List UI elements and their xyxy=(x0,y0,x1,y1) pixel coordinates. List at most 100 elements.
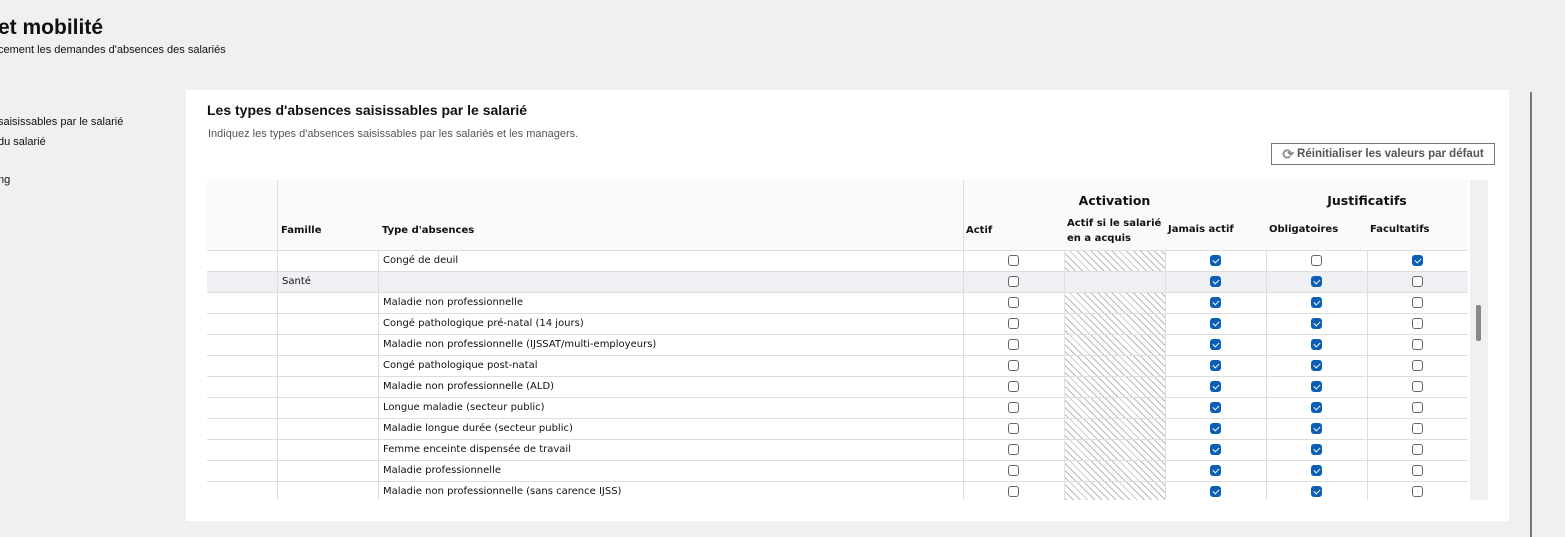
nav-item-ng[interactable]: ng xyxy=(0,174,11,186)
checkbox-obligatoires[interactable] xyxy=(1311,297,1322,308)
table-row[interactable]: Congé pathologique pré-natal (14 jours) xyxy=(207,313,1468,334)
table-row[interactable]: Maladie non professionnelle (sans carenc… xyxy=(207,481,1468,500)
cell-actif xyxy=(963,398,1064,418)
cell-obligatoires xyxy=(1266,482,1367,500)
checkbox-obligatoires[interactable] xyxy=(1311,486,1322,497)
col-jamais[interactable]: Jamais actif xyxy=(1168,224,1234,235)
checkbox-jamais[interactable] xyxy=(1210,444,1221,455)
cell-obligatoires xyxy=(1266,440,1367,460)
table-row[interactable]: Maladie non professionnelle (IJSSAT/mult… xyxy=(207,334,1468,355)
cell-type: Congé pathologique post-natal xyxy=(378,356,963,376)
cell-jamais xyxy=(1165,440,1266,460)
checkbox-facultatifs[interactable] xyxy=(1412,423,1423,434)
col-facultatifs[interactable]: Facultatifs xyxy=(1370,224,1430,235)
cell-obligatoires xyxy=(1266,398,1367,418)
checkbox-obligatoires[interactable] xyxy=(1311,339,1322,350)
cell-actif xyxy=(963,419,1064,439)
checkbox-obligatoires[interactable] xyxy=(1311,276,1322,287)
checkbox-actif[interactable] xyxy=(1008,318,1019,329)
cell-acquis-disabled xyxy=(1064,272,1165,292)
col-obligatoires[interactable]: Obligatoires xyxy=(1269,224,1339,235)
checkbox-actif[interactable] xyxy=(1008,276,1019,287)
checkbox-actif[interactable] xyxy=(1008,255,1019,266)
cell-facultatifs xyxy=(1367,335,1468,355)
table-row[interactable]: Maladie non professionnelle xyxy=(207,292,1468,313)
nav-item-salarie[interactable]: du salarié xyxy=(0,136,46,148)
cell-acquis-disabled xyxy=(1064,461,1165,481)
checkbox-facultatifs[interactable] xyxy=(1412,360,1423,371)
cell-acquis-disabled xyxy=(1064,440,1165,460)
checkbox-actif[interactable] xyxy=(1008,444,1019,455)
col-actif[interactable]: Actif xyxy=(966,225,993,236)
checkbox-obligatoires[interactable] xyxy=(1311,444,1322,455)
checkbox-jamais[interactable] xyxy=(1210,423,1221,434)
checkbox-facultatifs[interactable] xyxy=(1412,444,1423,455)
table-row[interactable]: Santé xyxy=(207,271,1468,292)
table-row[interactable]: Congé pathologique post-natal xyxy=(207,355,1468,376)
col-acquis[interactable]: Actif si le salarié en a acquis xyxy=(1067,218,1162,244)
cell-acquis-disabled xyxy=(1064,419,1165,439)
checkbox-jamais[interactable] xyxy=(1210,486,1221,497)
checkbox-actif[interactable] xyxy=(1008,381,1019,392)
cell-actif xyxy=(963,335,1064,355)
checkbox-obligatoires[interactable] xyxy=(1311,318,1322,329)
checkbox-actif[interactable] xyxy=(1008,297,1019,308)
cell-actif xyxy=(963,440,1064,460)
table-row[interactable]: Maladie professionnelle xyxy=(207,460,1468,481)
checkbox-facultatifs[interactable] xyxy=(1412,381,1423,392)
checkbox-actif[interactable] xyxy=(1008,423,1019,434)
cell-actif xyxy=(963,293,1064,313)
col-type[interactable]: Type d'absences xyxy=(382,225,475,236)
cell-famille xyxy=(277,356,378,376)
checkbox-actif[interactable] xyxy=(1008,339,1019,350)
checkbox-facultatifs[interactable] xyxy=(1412,276,1423,287)
checkbox-jamais[interactable] xyxy=(1210,465,1221,476)
cell-type: Longue maladie (secteur public) xyxy=(378,398,963,418)
checkbox-facultatifs[interactable] xyxy=(1412,486,1423,497)
checkbox-facultatifs[interactable] xyxy=(1412,297,1423,308)
col-famille[interactable]: Famille xyxy=(281,225,322,236)
page-title: et mobilité xyxy=(0,16,104,39)
checkbox-facultatifs[interactable] xyxy=(1412,255,1423,266)
table-row[interactable]: Congé de deuil xyxy=(207,250,1468,271)
checkbox-jamais[interactable] xyxy=(1210,402,1221,413)
checkbox-jamais[interactable] xyxy=(1210,381,1221,392)
table-row[interactable]: Maladie non professionnelle (ALD) xyxy=(207,376,1468,397)
table-row[interactable]: Maladie longue durée (secteur public) xyxy=(207,418,1468,439)
checkbox-obligatoires[interactable] xyxy=(1311,255,1322,266)
checkbox-actif[interactable] xyxy=(1008,402,1019,413)
checkbox-facultatifs[interactable] xyxy=(1412,339,1423,350)
cell-obligatoires xyxy=(1266,314,1367,334)
cell-actif xyxy=(963,314,1064,334)
cell-facultatifs xyxy=(1367,377,1468,397)
nav-item-types[interactable]: saisissables par le salarié xyxy=(0,116,124,128)
reset-defaults-button[interactable]: ⟳ Réinitialiser les valeurs par défaut xyxy=(1271,143,1495,165)
cell-acquis-disabled xyxy=(1064,356,1165,376)
scrollbar-thumb[interactable] xyxy=(1476,305,1481,341)
cell-facultatifs xyxy=(1367,251,1468,271)
checkbox-facultatifs[interactable] xyxy=(1412,465,1423,476)
checkbox-jamais[interactable] xyxy=(1210,297,1221,308)
table-row[interactable]: Femme enceinte dispensée de travail xyxy=(207,439,1468,460)
checkbox-obligatoires[interactable] xyxy=(1311,381,1322,392)
checkbox-obligatoires[interactable] xyxy=(1311,423,1322,434)
cell-jamais xyxy=(1165,356,1266,376)
checkbox-obligatoires[interactable] xyxy=(1311,402,1322,413)
checkbox-jamais[interactable] xyxy=(1210,360,1221,371)
checkbox-jamais[interactable] xyxy=(1210,276,1221,287)
checkbox-obligatoires[interactable] xyxy=(1311,360,1322,371)
checkbox-facultatifs[interactable] xyxy=(1412,318,1423,329)
checkbox-actif[interactable] xyxy=(1008,486,1019,497)
checkbox-actif[interactable] xyxy=(1008,465,1019,476)
cell-acquis-disabled xyxy=(1064,314,1165,334)
cell-obligatoires xyxy=(1266,461,1367,481)
checkbox-jamais[interactable] xyxy=(1210,339,1221,350)
cell-jamais xyxy=(1165,314,1266,334)
checkbox-jamais[interactable] xyxy=(1210,318,1221,329)
cell-facultatifs xyxy=(1367,440,1468,460)
checkbox-actif[interactable] xyxy=(1008,360,1019,371)
checkbox-jamais[interactable] xyxy=(1210,255,1221,266)
checkbox-facultatifs[interactable] xyxy=(1412,402,1423,413)
table-row[interactable]: Longue maladie (secteur public) xyxy=(207,397,1468,418)
checkbox-obligatoires[interactable] xyxy=(1311,465,1322,476)
